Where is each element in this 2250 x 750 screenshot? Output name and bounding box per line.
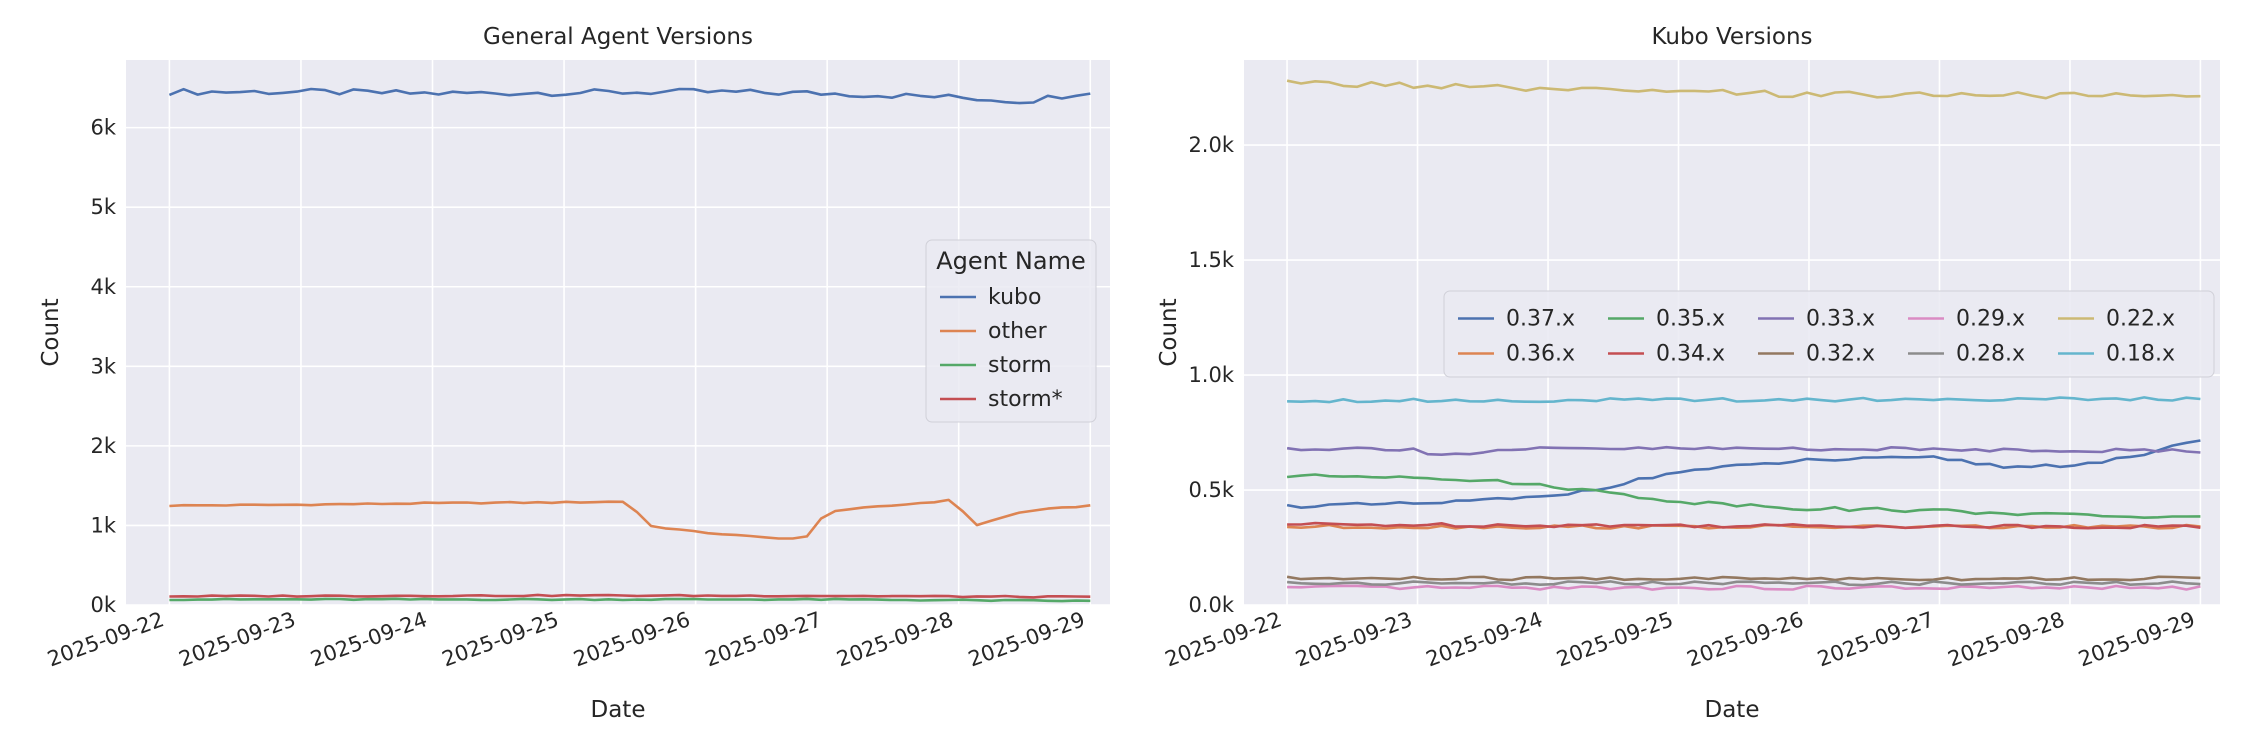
- legend-box: [1443, 290, 2215, 378]
- legend-label-0-18-x: 0.18.x: [2106, 342, 2175, 367]
- series-line-storm: [169, 597, 1091, 603]
- y-tick-label: 1.0k: [1188, 363, 1234, 387]
- x-tick-label: 2025-09-24: [307, 607, 430, 671]
- legend-label-0-36-x: 0.36.x: [1506, 342, 1575, 367]
- x-tick-label: 2025-09-26: [570, 607, 693, 671]
- series-line-0-34-x: [1287, 521, 2201, 530]
- y-axis-label: Count: [38, 298, 64, 366]
- series-line-other: [169, 498, 1091, 540]
- legend-label-0-32-x: 0.32.x: [1806, 342, 1875, 367]
- x-tick-label: 2025-09-23: [176, 607, 299, 671]
- legend: 0.37.x 0.36.x 0.35.x 0.34.x 0.33.x 0.32.x 0.29…: [1443, 290, 2215, 378]
- series-line-kubo: [168, 87, 1091, 105]
- series-line-storm: [169, 593, 1091, 599]
- legend-label-0-34-x: 0.34.x: [1656, 342, 1725, 367]
- legend-box: [925, 239, 1097, 423]
- legend-label-kubo: kubo: [988, 285, 1041, 310]
- x-tick-label: 2025-09-26: [1684, 607, 1807, 671]
- y-tick-label: 5k: [90, 195, 116, 219]
- legend-label-0-33-x: 0.33.x: [1806, 307, 1875, 332]
- y-tick-label: 1.5k: [1188, 248, 1234, 272]
- x-axis-label: Date: [1705, 697, 1760, 723]
- legend-title: Agent Name: [936, 247, 1085, 275]
- x-tick-label: 2025-09-27: [1814, 607, 1937, 671]
- y-tick-label: 2.0k: [1188, 133, 1234, 157]
- y-tick-label: 3k: [90, 354, 116, 378]
- y-tick-label: 0.0k: [1188, 593, 1234, 617]
- y-tick-label: 2k: [90, 434, 116, 458]
- y-tick-label: 1k: [90, 513, 116, 537]
- series-line-0-32-x: [1286, 575, 2201, 582]
- legend-label-storm: storm: [988, 353, 1052, 378]
- series-line-0-18-x: [1287, 396, 2201, 404]
- legend-label-other: other: [988, 319, 1048, 344]
- x-tick-label: 2025-09-25: [1553, 607, 1676, 671]
- x-tick-label: 2025-09-24: [1423, 607, 1546, 671]
- chart-title: Kubo Versions: [1651, 24, 1812, 50]
- y-tick-label: 0.5k: [1188, 478, 1234, 502]
- legend-label-0-22-x: 0.22.x: [2106, 307, 2175, 332]
- y-tick-label: 0k: [90, 593, 116, 617]
- x-tick-label: 2025-09-25: [439, 607, 562, 671]
- series-line-0-35-x: [1286, 473, 2201, 520]
- series-line-0-29-x: [1287, 584, 2201, 591]
- legend-label-0-37-x: 0.37.x: [1506, 307, 1575, 332]
- series-line-0-37-x: [1286, 439, 2201, 510]
- y-tick-label: 4k: [90, 275, 116, 299]
- x-tick-label: 2025-09-28: [834, 607, 957, 671]
- legend-label-0-35-x: 0.35.x: [1656, 307, 1725, 332]
- chart-title: General Agent Versions: [483, 24, 753, 50]
- x-tick-label: 2025-09-29: [2075, 607, 2198, 671]
- legend-label-0-28-x: 0.28.x: [1956, 342, 2025, 367]
- x-tick-label: 2025-09-27: [702, 607, 825, 671]
- series-line-0-22-x: [1286, 79, 2201, 100]
- x-tick-label: 2025-09-28: [1945, 607, 2068, 671]
- legend-label-0-29-x: 0.29.x: [1956, 307, 2025, 332]
- x-axis-label: Date: [591, 697, 646, 723]
- legend: Agent Name kubo other storm storm*: [925, 239, 1097, 423]
- x-tick-label: 2025-09-23: [1292, 607, 1415, 671]
- y-axis-label: Count: [1156, 298, 1182, 366]
- series-line-0-33-x: [1286, 445, 2201, 457]
- x-tick-label: 2025-09-29: [965, 607, 1088, 671]
- series-line-0-28-x: [1286, 580, 2201, 587]
- legend-label-storm: storm*: [988, 387, 1063, 412]
- y-tick-label: 6k: [90, 116, 116, 140]
